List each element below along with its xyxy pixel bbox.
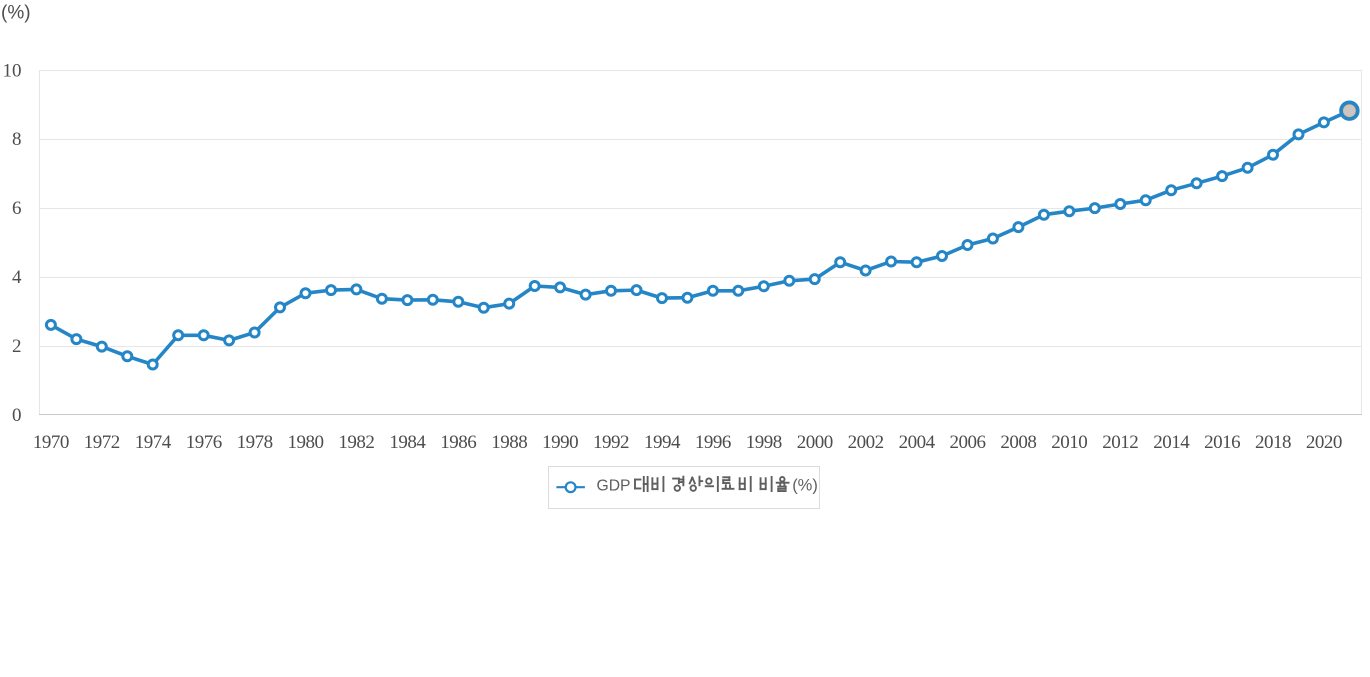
- svg-text:1970: 1970: [33, 432, 69, 453]
- svg-text:2016: 2016: [1204, 432, 1240, 453]
- svg-text:1988: 1988: [491, 432, 527, 453]
- svg-text:2002: 2002: [848, 432, 884, 453]
- svg-text:10: 10: [3, 60, 22, 81]
- svg-text:1976: 1976: [186, 432, 222, 453]
- svg-text:2020: 2020: [1306, 432, 1342, 453]
- svg-text:2018: 2018: [1255, 432, 1291, 453]
- svg-text:(%): (%): [792, 477, 818, 495]
- svg-text:1972: 1972: [84, 432, 120, 453]
- svg-text:2006: 2006: [950, 432, 986, 453]
- svg-text:1980: 1980: [288, 432, 324, 453]
- svg-text:1986: 1986: [440, 432, 476, 453]
- svg-text:1982: 1982: [338, 432, 374, 453]
- svg-text:GDP: GDP: [597, 478, 631, 495]
- svg-text:8: 8: [12, 129, 22, 150]
- svg-text:2000: 2000: [797, 432, 833, 453]
- svg-text:1978: 1978: [237, 432, 273, 453]
- svg-text:1990: 1990: [542, 432, 578, 453]
- svg-text:2004: 2004: [899, 432, 936, 453]
- svg-text:2010: 2010: [1051, 432, 1087, 453]
- svg-text:0: 0: [12, 405, 22, 426]
- svg-text:1996: 1996: [695, 432, 731, 453]
- svg-text:1974: 1974: [135, 432, 172, 453]
- svg-text:1998: 1998: [746, 432, 782, 453]
- svg-text:4: 4: [12, 267, 22, 288]
- svg-text:(%): (%): [1, 3, 31, 24]
- svg-text:2: 2: [12, 336, 22, 357]
- svg-text:1984: 1984: [389, 432, 426, 453]
- svg-text:1994: 1994: [644, 432, 681, 453]
- svg-text:2012: 2012: [1102, 432, 1138, 453]
- svg-text:2008: 2008: [1000, 432, 1036, 453]
- svg-text:1992: 1992: [593, 432, 629, 453]
- svg-text:6: 6: [12, 198, 22, 219]
- svg-text:2014: 2014: [1153, 432, 1190, 453]
